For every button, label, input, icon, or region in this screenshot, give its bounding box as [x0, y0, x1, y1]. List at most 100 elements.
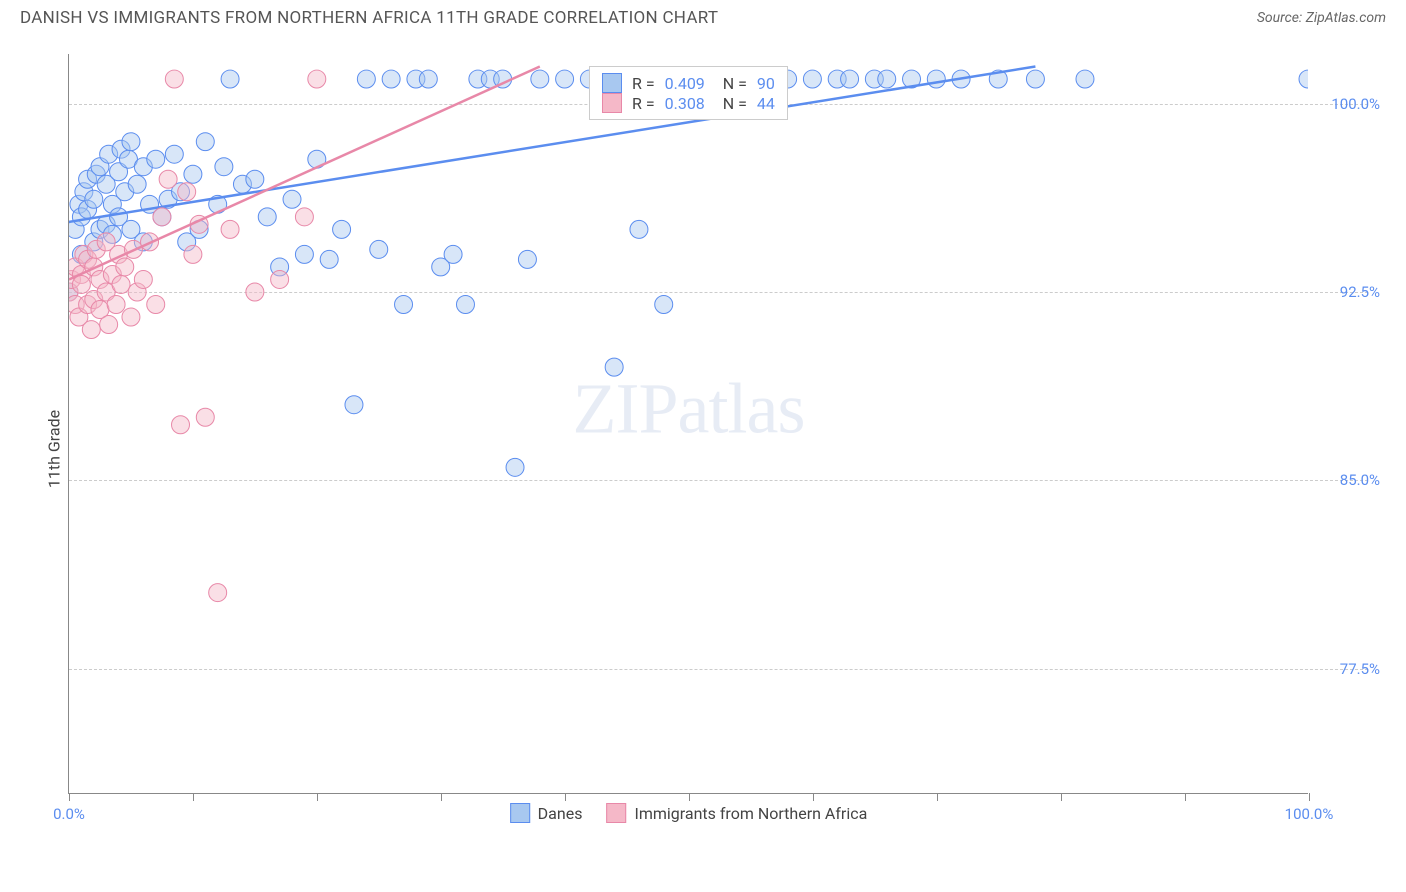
- y-axis-label: 11th Grade: [45, 410, 64, 488]
- legend-r-value: 0.409: [665, 74, 705, 93]
- legend-swatch: [606, 803, 626, 823]
- legend-n-label: N =: [715, 94, 747, 113]
- scatter-point: [100, 316, 118, 334]
- chart-container: 11th Grade ZIPatlas 77.5%85.0%92.5%100.0…: [20, 44, 1386, 854]
- scatter-point: [147, 296, 165, 314]
- scatter-point: [107, 296, 125, 314]
- x-tick-label: 0.0%: [53, 805, 85, 823]
- scatter-point: [184, 165, 202, 183]
- scatter-point: [803, 70, 821, 88]
- scatter-point: [1299, 70, 1308, 88]
- scatter-point: [82, 321, 100, 339]
- scatter-point: [134, 270, 152, 288]
- scatter-point: [128, 175, 146, 193]
- scatter-point: [159, 170, 177, 188]
- x-tick: [689, 793, 690, 801]
- scatter-point: [116, 258, 134, 276]
- scatter-point: [444, 245, 462, 263]
- scatter-point: [630, 220, 648, 238]
- plot-area: ZIPatlas 77.5%85.0%92.5%100.0%0.0%100.0%…: [68, 54, 1308, 794]
- scatter-point: [271, 270, 289, 288]
- scatter-point: [320, 250, 338, 268]
- scatter-point: [246, 283, 264, 301]
- scatter-point: [308, 70, 326, 88]
- legend-swatch: [602, 73, 622, 93]
- scatter-point: [878, 70, 896, 88]
- scatter-point: [184, 245, 202, 263]
- scatter-point: [1026, 70, 1044, 88]
- series-legend: Danes Immigrants from Northern Africa: [510, 803, 868, 823]
- scatter-point: [147, 150, 165, 168]
- series-legend-item: Immigrants from Northern Africa: [606, 803, 867, 823]
- scatter-point: [556, 70, 574, 88]
- x-tick: [565, 793, 566, 801]
- scatter-point: [333, 220, 351, 238]
- scatter-point: [258, 208, 276, 226]
- series-legend-label: Immigrants from Northern Africa: [634, 804, 867, 823]
- scatter-point: [165, 70, 183, 88]
- scatter-point: [518, 250, 536, 268]
- scatter-point: [506, 458, 524, 476]
- scatter-point: [456, 296, 474, 314]
- scatter-point: [370, 240, 388, 258]
- scatter-point: [841, 70, 859, 88]
- scatter-point: [927, 70, 945, 88]
- scatter-point: [283, 190, 301, 208]
- y-tick-label: 92.5%: [1340, 283, 1380, 301]
- correlation-legend: R = 0.409 N = 90R = 0.308 N = 44: [589, 66, 788, 120]
- scatter-point: [209, 584, 227, 602]
- x-tick: [193, 793, 194, 801]
- scatter-point: [345, 396, 363, 414]
- scatter-point: [357, 70, 375, 88]
- scatter-point: [395, 296, 413, 314]
- scatter-point: [172, 416, 190, 434]
- scatter-point: [215, 158, 233, 176]
- legend-n-value: 44: [757, 94, 775, 113]
- scatter-point: [1076, 70, 1094, 88]
- scatter-point: [72, 275, 90, 293]
- scatter-point: [531, 70, 549, 88]
- scatter-point: [295, 208, 313, 226]
- scatter-point: [655, 296, 673, 314]
- x-tick: [69, 793, 70, 801]
- scatter-point: [382, 70, 400, 88]
- x-tick: [1185, 793, 1186, 801]
- scatter-point: [605, 358, 623, 376]
- scatter-point: [196, 408, 214, 426]
- legend-row: R = 0.409 N = 90: [602, 73, 775, 93]
- legend-row: R = 0.308 N = 44: [602, 93, 775, 113]
- scatter-point: [221, 70, 239, 88]
- scatter-point: [165, 145, 183, 163]
- scatter-point: [122, 308, 140, 326]
- y-tick-label: 100.0%: [1331, 95, 1380, 113]
- legend-r-value: 0.308: [665, 94, 705, 113]
- x-tick: [441, 793, 442, 801]
- y-tick-label: 85.0%: [1340, 471, 1380, 489]
- scatter-point: [196, 133, 214, 151]
- chart-title: DANISH VS IMMIGRANTS FROM NORTHERN AFRIC…: [20, 8, 718, 28]
- scatter-point: [122, 133, 140, 151]
- series-legend-item: Danes: [510, 803, 583, 823]
- legend-swatch: [602, 93, 622, 113]
- x-tick: [1309, 793, 1310, 801]
- scatter-point: [85, 190, 103, 208]
- scatter-point: [178, 183, 196, 201]
- x-tick: [1061, 793, 1062, 801]
- x-tick: [317, 793, 318, 801]
- scatter-point: [112, 275, 130, 293]
- legend-n-value: 90: [757, 74, 775, 93]
- legend-r-label: R =: [632, 74, 655, 93]
- scatter-point: [153, 208, 171, 226]
- x-tick-label: 100.0%: [1285, 805, 1334, 823]
- legend-n-label: N =: [715, 74, 747, 93]
- legend-r-label: R =: [632, 94, 655, 113]
- legend-swatch: [510, 803, 530, 823]
- x-tick: [937, 793, 938, 801]
- scatter-point: [295, 245, 313, 263]
- scatter-plot-svg: [69, 54, 1308, 793]
- x-tick: [813, 793, 814, 801]
- y-tick-label: 77.5%: [1340, 660, 1380, 678]
- source-label: Source: ZipAtlas.com: [1257, 10, 1386, 26]
- series-legend-label: Danes: [538, 804, 583, 823]
- scatter-point: [419, 70, 437, 88]
